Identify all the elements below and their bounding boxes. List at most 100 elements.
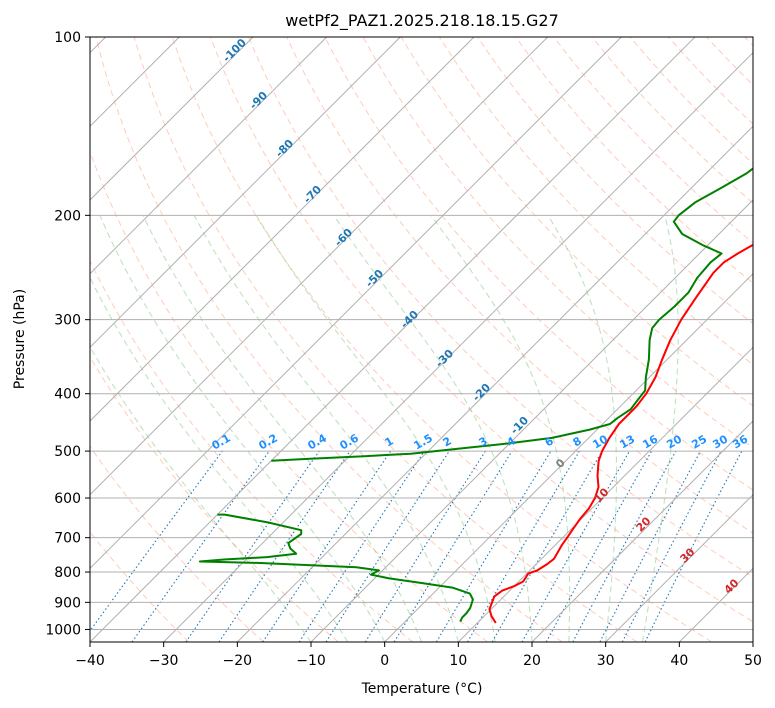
isotherm-value-label: -20 (470, 381, 493, 404)
isotherm-value-label: -90 (247, 89, 270, 112)
mixing-ratio-value-label: 30 (710, 432, 730, 451)
y-tick-label: 100 (54, 30, 81, 46)
warm-isotherm-label: 40 (722, 576, 742, 596)
isotherm-line (236, 125, 753, 642)
dry-adiabats (90, 37, 753, 642)
isopleth-labels: -100 -90 -80-70 -60 -50 -40 -30 -20 -10 0.1 0.2 0.4… (210, 36, 751, 597)
dry-adiabat-line (95, 37, 563, 642)
dry-adiabat-line (90, 531, 190, 642)
mixing-ratio-line (435, 450, 552, 642)
dry-adiabat-line (133, 37, 638, 642)
isotherm-value-label: -30 (433, 347, 456, 370)
mixing-ratio-value-label: 20 (664, 432, 684, 451)
x-tick-label: 20 (523, 653, 541, 669)
isotherm-line (531, 420, 753, 642)
isotherm-value-label: -60 (332, 226, 355, 249)
isotherm-line (90, 37, 328, 275)
dry-adiabat-line (171, 37, 712, 642)
mixing-ratio-line (90, 450, 223, 632)
isotherm-line (90, 37, 549, 496)
dry-adiabat-line (248, 37, 753, 578)
y-tick-label: 600 (54, 491, 81, 507)
x-axis-label: Temperature (°C) (361, 681, 483, 697)
y-tick-label: 200 (54, 208, 81, 224)
y-tick-label: 300 (54, 313, 81, 329)
mixing-ratio-value-label: 0.4 (306, 431, 330, 452)
isotherm-value-label: -50 (363, 267, 386, 290)
x-tick-label: −30 (149, 653, 179, 669)
dry-adiabat-line (744, 37, 753, 47)
mixing-ratio-value-label: 1.5 (412, 431, 435, 452)
warm-isotherm-label: 10 (592, 485, 612, 505)
x-axis: −40 −30 −20 −10 0 10 20 30 40 50 (75, 642, 762, 669)
x-tick-label: 40 (670, 653, 688, 669)
isotherm-line (310, 199, 753, 642)
mixing-ratio-line (467, 450, 580, 642)
isotherm-line (90, 37, 475, 422)
mixing-ratio-value-label: 16 (640, 432, 660, 451)
moist-adiabat-line (430, 214, 571, 642)
temperature-profile (488, 244, 753, 624)
isotherm-line (90, 37, 401, 349)
y-tick-label: 800 (54, 565, 81, 581)
warm-isotherm-label: 30 (678, 545, 698, 565)
x-tick-label: −20 (223, 653, 253, 669)
dewpoint-profile (198, 513, 474, 623)
mixing-ratio-line (218, 450, 351, 642)
dry-adiabat-line (286, 37, 753, 534)
isotherm-line (605, 493, 753, 642)
isotherm-value-label: -10 (508, 414, 531, 437)
dry-adiabat-line (90, 150, 488, 642)
mixing-ratio-line (298, 450, 425, 642)
moist-adiabat-line (547, 215, 618, 642)
mixing-ratio-line (644, 450, 743, 642)
x-tick-label: 10 (449, 653, 467, 669)
mixing-ratio-line (545, 450, 653, 642)
mixing-ratio-value-label: 1 (383, 434, 396, 449)
isotherm-line (90, 37, 622, 570)
isotherm-value-label: -40 (398, 308, 421, 331)
y-axis: 100 200 300 400 500 600 700 800 900 1000 (45, 30, 90, 638)
mixing-ratio-value-label: 25 (689, 433, 709, 452)
dewpoint-profile (271, 167, 753, 462)
isotherm-line (90, 37, 696, 642)
y-axis-label: Pressure (hPa) (12, 289, 28, 389)
dry-adiabat-line (90, 259, 414, 642)
mixing-ratio-line (325, 450, 450, 642)
y-tick-label: 700 (54, 531, 81, 547)
mixing-ratio-value-label: 10 (590, 432, 610, 451)
mixing-ratio-line (521, 450, 630, 642)
isotherm-line (163, 51, 753, 642)
moist-adiabat-line (333, 214, 533, 642)
warm-isotherm-label: 20 (634, 514, 654, 534)
sounding-profiles (198, 167, 753, 624)
dry-adiabat-line (90, 356, 339, 642)
isotherm-line (384, 272, 753, 642)
pressure-grid (90, 37, 753, 630)
moist-adiabat-line (193, 215, 459, 642)
isotherm-value-label: -80 (273, 137, 296, 160)
mixing-ratio-value-label: 0.2 (257, 431, 280, 452)
moist-adiabat-line (99, 215, 386, 642)
dry-adiabat-line (553, 37, 753, 244)
mixing-ratio-value-label: 36 (730, 432, 750, 451)
mixing-ratio-value-label: 0.1 (210, 431, 233, 452)
y-tick-label: 900 (54, 595, 81, 611)
x-tick-label: −40 (75, 653, 105, 669)
mixing-ratio-value-label: 8 (571, 434, 584, 449)
mixing-ratio-line (131, 450, 270, 642)
freezing-level-label: 0 (553, 456, 568, 471)
moist-adiabat-line (142, 215, 423, 642)
moist-adiabat-line (90, 345, 312, 642)
isotherm-line (90, 37, 254, 201)
mixing-ratio-line (572, 450, 677, 642)
isotherm-value-label: -70 (301, 183, 324, 206)
mixing-ratio-line (262, 450, 392, 642)
chart-title: wetPf2_PAZ1.2025.218.18.15.G27 (285, 11, 559, 31)
x-tick-label: 0 (380, 653, 389, 669)
mixing-ratio-value-label: 13 (617, 433, 637, 452)
mixing-ratio-line (185, 450, 320, 642)
dry-adiabat-line (324, 37, 753, 491)
isotherm-line (752, 641, 753, 642)
